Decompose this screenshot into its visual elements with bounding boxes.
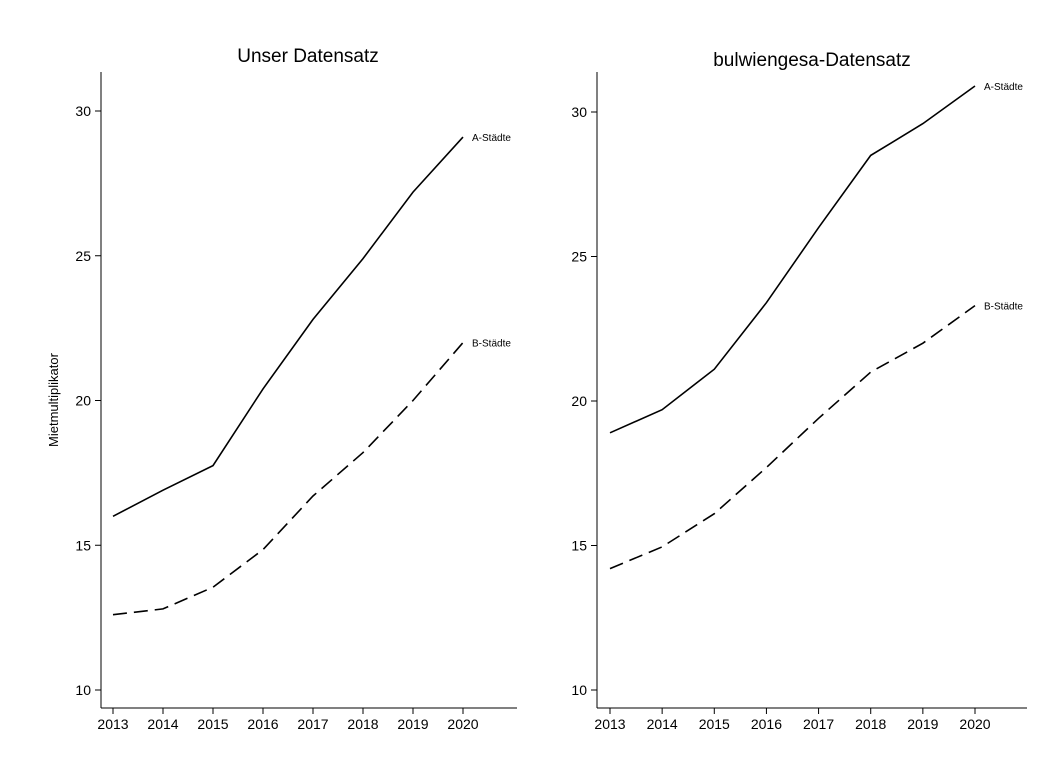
x-tick-label: 2019 xyxy=(397,716,428,732)
y-tick-label: 30 xyxy=(571,104,587,120)
x-tick-label: 2014 xyxy=(147,716,178,732)
x-tick-label: 2017 xyxy=(803,716,834,732)
chart-panel-unser-datensatz: Unser Datensatz Mietmultiplikator 10 15 20 25… xyxy=(46,46,517,732)
series-line-a-staedte xyxy=(112,136,464,518)
x-tick-label: 2018 xyxy=(855,716,886,732)
x-tick-label: 2015 xyxy=(699,716,730,732)
y-tick-label: 15 xyxy=(75,537,91,553)
x-tick-label: 2013 xyxy=(594,716,625,732)
series-end-label: A-Städte xyxy=(984,82,1023,93)
y-tick-label: 20 xyxy=(75,393,91,409)
y-axis-label: Mietmultiplikator xyxy=(46,352,61,447)
series-end-label: A-Städte xyxy=(472,133,511,144)
series-line-a-staedte xyxy=(609,85,976,434)
y-tick-label: 25 xyxy=(75,248,91,264)
x-tick-label: 2017 xyxy=(297,716,328,732)
chart-title: Unser Datensatz xyxy=(237,46,379,67)
x-tick-label: 2018 xyxy=(347,716,378,732)
y-tick-label: 15 xyxy=(571,538,587,554)
chart-title: bulwiengesa-Datensatz xyxy=(713,50,911,71)
chart-panel-bulwiengesa-datensatz: bulwiengesa-Datensatz 10 15 20 25 30 2013 2014 2… xyxy=(571,50,1027,732)
y-tick-label: 20 xyxy=(571,393,587,409)
series-end-label: B-Städte xyxy=(984,302,1023,313)
y-tick-label: 10 xyxy=(75,682,91,698)
x-tick-label: 2016 xyxy=(247,716,278,732)
series-end-label: B-Städte xyxy=(472,339,511,350)
x-tick-label: 2020 xyxy=(447,716,478,732)
x-tick-label: 2014 xyxy=(647,716,678,732)
x-tick-label: 2016 xyxy=(751,716,782,732)
y-tick-label: 10 xyxy=(571,682,587,698)
x-tick-label: 2015 xyxy=(197,716,228,732)
y-tick-label: 25 xyxy=(571,249,587,265)
x-tick-label: 2013 xyxy=(97,716,128,732)
series-line-b-staedte xyxy=(609,304,976,570)
x-tick-label: 2020 xyxy=(959,716,990,732)
y-tick-label: 30 xyxy=(75,103,91,119)
x-tick-label: 2019 xyxy=(907,716,938,732)
series-line-b-staedte xyxy=(112,342,464,616)
